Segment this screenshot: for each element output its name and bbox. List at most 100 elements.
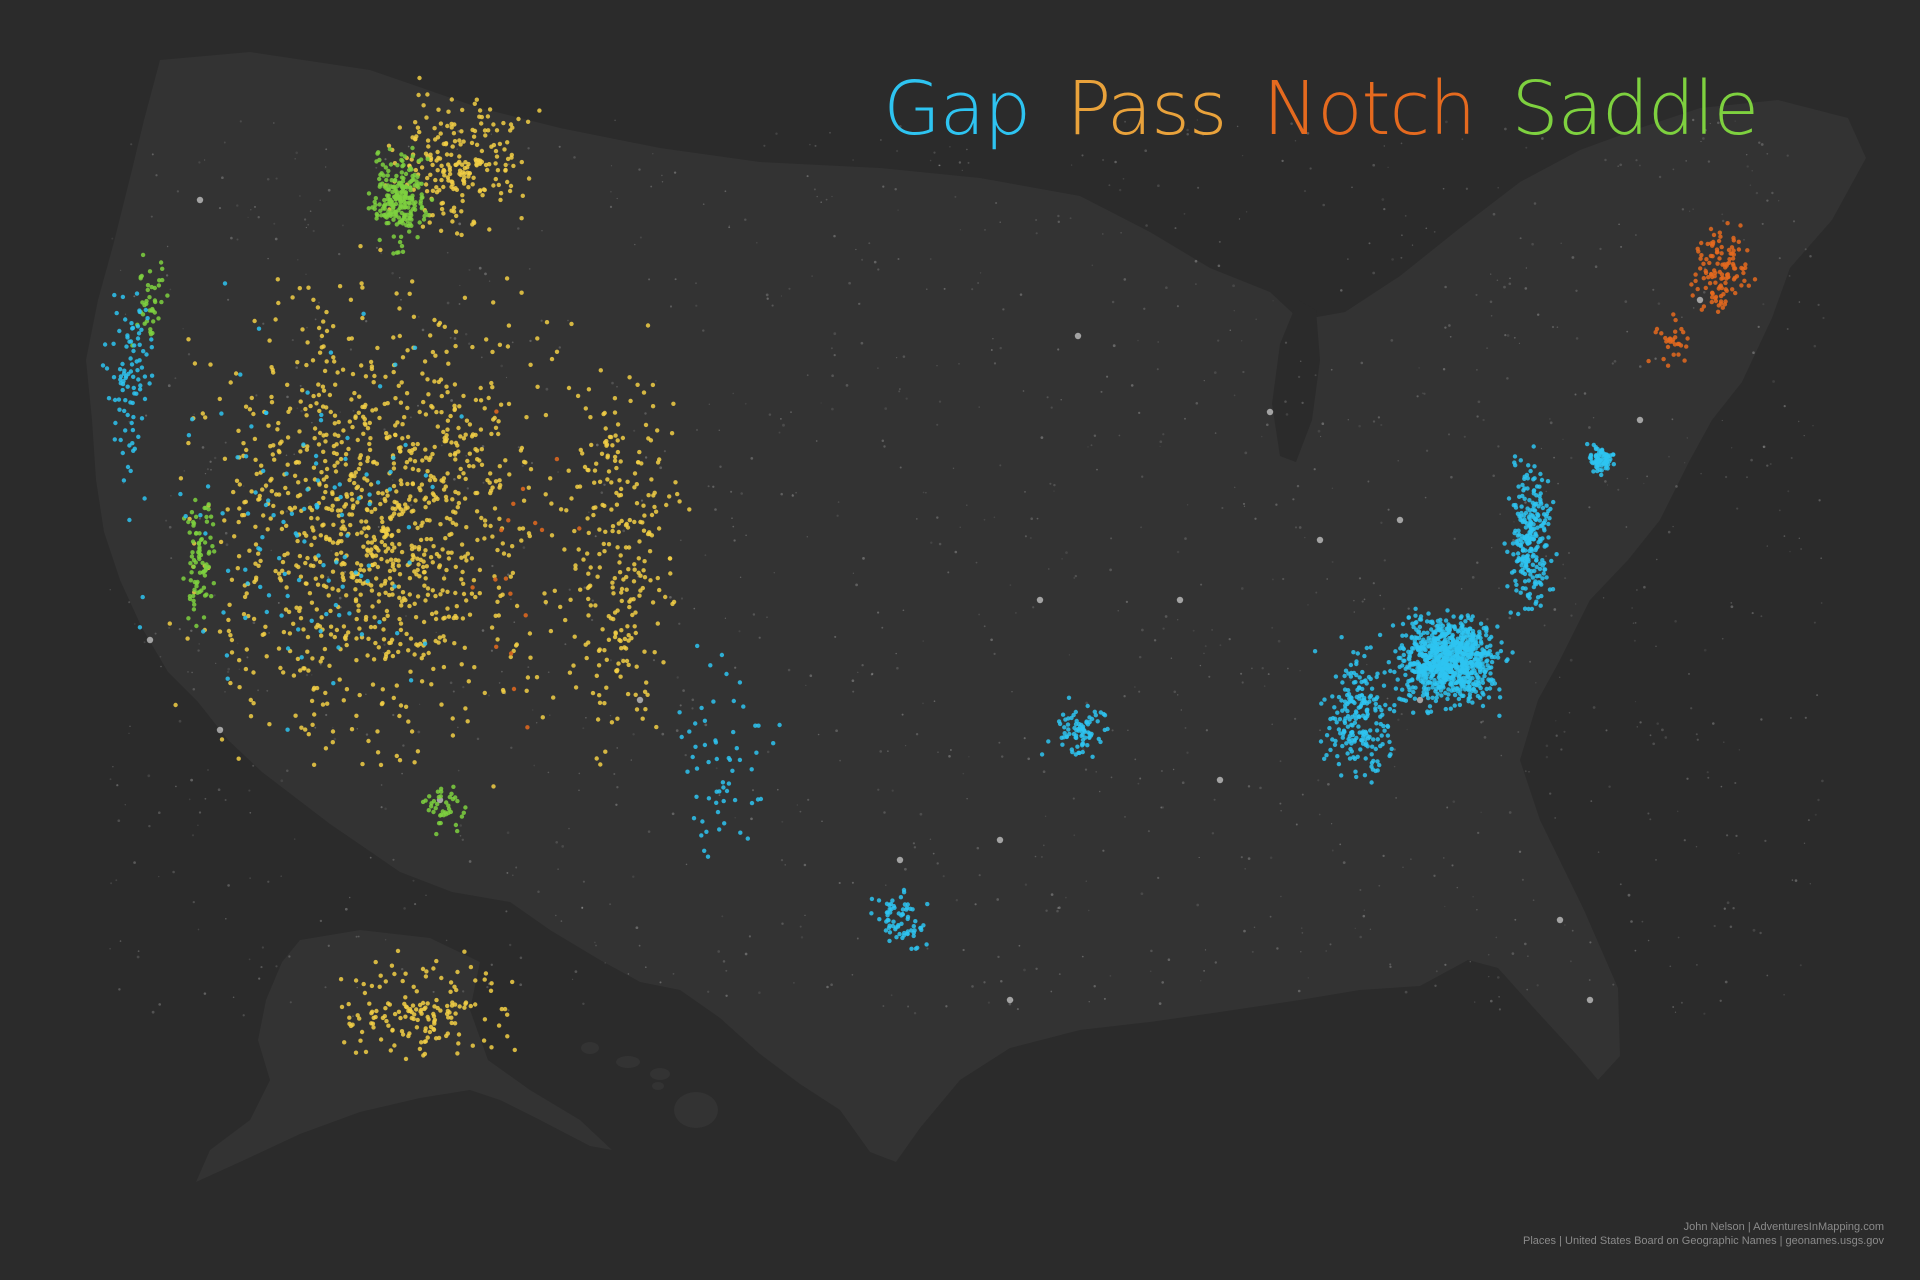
pass-place-dot <box>414 642 419 647</box>
city-light-dot <box>174 377 177 380</box>
saddle-place-dot <box>192 579 197 585</box>
pass-place-dot <box>615 438 620 443</box>
city-light-dot <box>938 164 941 167</box>
gap-place-dot <box>1364 645 1370 651</box>
pass-place-dot <box>396 383 401 388</box>
gap-place-dot <box>1475 664 1480 669</box>
gap-place-dot <box>1342 699 1348 704</box>
pass-place-dot <box>320 384 326 389</box>
city-light-dot <box>1738 749 1741 751</box>
pass-place-dot <box>353 597 359 602</box>
gap-place-dot <box>1471 686 1476 692</box>
gap-place-dot <box>1489 634 1494 640</box>
city-light-dot <box>192 687 196 691</box>
contiguous-us-outline <box>86 52 1866 1162</box>
pass-place-dot <box>349 727 355 732</box>
pass-place-dot <box>624 658 630 664</box>
saddle-place-dot <box>433 806 438 811</box>
gap-place-dot <box>1530 575 1536 580</box>
pass-place-dot <box>384 1018 389 1024</box>
city-light-dot <box>591 599 594 602</box>
city-light-dot <box>1102 233 1104 235</box>
pass-place-dot <box>418 488 423 493</box>
city-light-dot <box>148 824 151 828</box>
city-light-dot <box>1513 336 1516 339</box>
pass-place-dot <box>470 182 475 187</box>
city-light-dot <box>1390 339 1394 342</box>
gap-place-dot <box>1463 619 1468 624</box>
gap-place-dot <box>1420 653 1425 659</box>
city-light-dot <box>1504 127 1507 131</box>
city-light-dot <box>224 690 226 693</box>
city-light-dot <box>1045 909 1048 912</box>
saddle-place-dot <box>418 199 423 204</box>
city-light-dot <box>1442 187 1445 190</box>
saddle-place-dot <box>149 284 154 290</box>
gap-place-dot <box>1522 496 1527 501</box>
city-light-dot <box>400 967 404 971</box>
pass-place-dot <box>328 409 333 415</box>
city-light-dot <box>1124 816 1126 818</box>
pass-place-dot <box>445 390 450 395</box>
city-light-dot <box>1096 468 1098 471</box>
city-light-dot <box>1791 879 1794 881</box>
city-light-dot <box>124 313 127 315</box>
gap-place-dot <box>1505 584 1510 589</box>
city-light-dot <box>778 431 781 434</box>
pass-place-dot <box>612 454 618 460</box>
pass-place-dot <box>437 563 443 568</box>
city-light-dot <box>748 935 752 938</box>
city-light-dot <box>1147 830 1150 833</box>
pass-place-dot <box>326 506 331 511</box>
gap-place-cluster <box>1312 632 1402 785</box>
gap-place-dot <box>1442 671 1448 676</box>
pass-place-dot <box>167 621 172 626</box>
pass-place-dot <box>408 669 413 674</box>
pass-place-dot <box>399 549 405 555</box>
gap-place-dot <box>1599 472 1604 478</box>
city-light-dot <box>165 274 169 277</box>
city-light-dot <box>238 668 241 671</box>
gap-place-dot <box>1328 747 1333 753</box>
city-light-dot <box>1389 965 1392 969</box>
city-light-dot <box>1280 810 1282 812</box>
city-light-dot <box>1560 748 1563 751</box>
city-light-dot <box>1339 843 1342 846</box>
city-light-dot <box>311 674 313 676</box>
pass-place-dot <box>641 568 646 573</box>
city-light-dot <box>532 709 534 711</box>
pass-place-dot <box>444 567 449 573</box>
city-light-dot <box>344 907 348 911</box>
gap-place-dot <box>1374 674 1379 680</box>
city-light-dot <box>1358 424 1361 428</box>
saddle-place-dot <box>204 519 210 524</box>
gap-place-dot <box>1345 751 1350 756</box>
pass-place-dot <box>410 553 416 558</box>
city-light-dot <box>1729 925 1733 928</box>
saddle-place-dot <box>425 156 430 162</box>
gap-place-dot <box>1371 737 1376 742</box>
gap-place-dot <box>1436 685 1442 690</box>
city-light-dot <box>198 643 201 645</box>
pass-place-dot <box>375 345 380 351</box>
pass-place-dot <box>453 590 458 596</box>
pass-place-dot <box>403 502 408 507</box>
pass-place-dot <box>455 969 460 975</box>
city-light-dot <box>1360 361 1364 365</box>
pass-place-dot <box>305 649 310 654</box>
city-light-dot <box>325 166 327 168</box>
city-light-dot <box>1656 558 1658 561</box>
city-light-dot <box>530 461 534 465</box>
city-light-dot <box>829 131 831 134</box>
gap-place-dot <box>1448 706 1454 711</box>
gap-place-dot <box>1403 672 1408 678</box>
city-light-dot <box>1069 217 1072 220</box>
pass-place-dot <box>477 567 483 573</box>
gap-place-dot <box>1343 703 1348 708</box>
city-light-dot <box>1382 607 1385 610</box>
gap-place-dot <box>1362 773 1368 778</box>
city-light-dot <box>1203 652 1205 655</box>
pass-place-dot <box>413 615 419 620</box>
pass-place-dot <box>496 585 502 590</box>
city-light-dot <box>1592 416 1595 419</box>
